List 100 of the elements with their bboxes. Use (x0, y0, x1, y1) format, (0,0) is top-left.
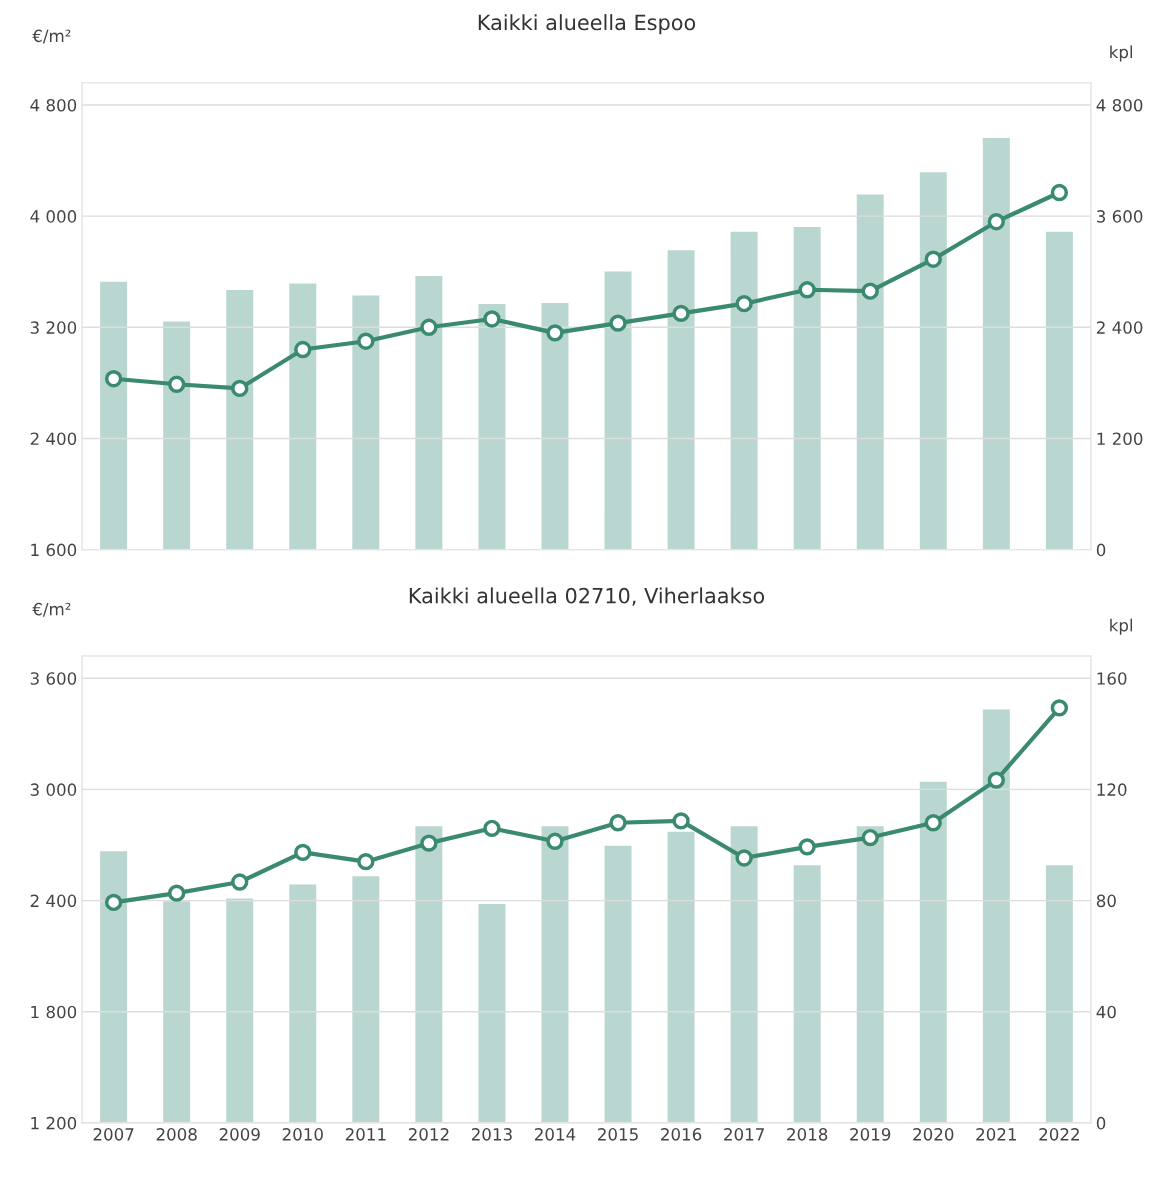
point (1050, 699, 1069, 717)
bar (1044, 230, 1075, 550)
x-tick-label: 2013 (471, 1128, 512, 1141)
y2-tick-label: 2 400 (1096, 321, 1143, 334)
point (987, 771, 1005, 789)
bar (477, 902, 507, 1123)
bar (98, 849, 129, 1123)
bar (603, 844, 633, 1123)
y-tick-label: 1 200 (31, 1116, 77, 1130)
point (924, 250, 942, 268)
bar (792, 863, 823, 1123)
bar (224, 288, 255, 550)
bar (981, 136, 1012, 550)
point (609, 314, 627, 332)
y-tick-label: 3 600 (30, 672, 77, 685)
x-tick-label: 2019 (850, 1128, 891, 1141)
point (104, 370, 123, 388)
x-tick-label: 2009 (219, 1128, 260, 1141)
bar (603, 270, 633, 550)
bar (855, 193, 886, 550)
y-tick-label: 2 400 (30, 894, 77, 908)
y-tick-label: 3 000 (30, 783, 77, 796)
x-tick-label: 2014 (534, 1128, 576, 1141)
y-tick-label: 4 000 (30, 210, 77, 223)
bar (729, 230, 760, 550)
point (924, 814, 942, 832)
x-tick-label: 2021 (976, 1128, 1016, 1141)
point (294, 843, 312, 862)
y-tick-label: 2 400 (30, 432, 77, 446)
y-tick-label: 1 800 (31, 1005, 77, 1019)
bar (413, 824, 444, 1123)
bar (413, 274, 444, 550)
x-tick-label: 2015 (598, 1128, 638, 1141)
point (420, 834, 438, 852)
point (483, 819, 501, 837)
bar (350, 294, 381, 550)
y-axis-title: €/m² (32, 602, 71, 617)
bar (287, 282, 318, 550)
x-tick-label: 2022 (1039, 1128, 1079, 1141)
point (861, 828, 879, 847)
point (483, 310, 501, 328)
point (168, 375, 186, 393)
bar (855, 824, 886, 1123)
y2-tick-label: 40 (1096, 1005, 1116, 1019)
bar (666, 248, 696, 550)
point (357, 852, 375, 871)
bar (350, 874, 381, 1123)
point (104, 893, 123, 912)
bar (918, 780, 949, 1123)
point (798, 281, 816, 299)
y2-axis-title: kpl (1110, 618, 1133, 635)
x-tick-label: 2012 (408, 1128, 449, 1141)
point (672, 812, 690, 830)
x-tick-label: 2007 (93, 1128, 134, 1141)
point (546, 324, 564, 342)
point (231, 379, 249, 398)
point (357, 332, 375, 350)
y2-tick-label: 1 200 (1097, 432, 1143, 446)
point (735, 294, 753, 313)
chart-title: Kaikki alueella 02710, Viherlaakso (409, 587, 765, 606)
x-tick-label: 2020 (913, 1128, 954, 1141)
point (987, 213, 1005, 231)
chart-title: Kaikki alueella Espoo (478, 14, 696, 35)
y2-tick-label: 0 (1096, 1116, 1106, 1130)
x-tick-label: 2008 (156, 1128, 197, 1141)
bar (729, 824, 760, 1123)
y2-tick-label: 160 (1097, 672, 1127, 685)
bar (287, 883, 318, 1123)
x-tick-label: 2011 (345, 1128, 386, 1141)
point (1050, 183, 1069, 202)
y2-tick-label: 120 (1097, 783, 1127, 796)
bar (477, 302, 507, 550)
point (672, 304, 690, 323)
y-axis-title: €/m² (32, 29, 71, 44)
point (546, 832, 564, 850)
bar (540, 824, 570, 1123)
bar (161, 320, 192, 550)
bar (981, 708, 1012, 1123)
y2-axis-title: kpl (1110, 45, 1133, 62)
point (798, 838, 816, 856)
bar (98, 280, 129, 550)
y2-tick-label: 80 (1096, 894, 1116, 908)
x-tick-label: 2018 (787, 1128, 828, 1141)
y-tick-label: 4 800 (30, 98, 77, 112)
y-tick-label: 1 600 (31, 543, 77, 557)
x-tick-label: 2016 (661, 1128, 702, 1141)
point (861, 282, 879, 300)
y2-tick-label: 3 600 (1097, 210, 1143, 223)
point (168, 884, 186, 902)
point (294, 340, 312, 359)
point (231, 873, 249, 891)
y2-tick-label: 4 800 (1096, 98, 1143, 112)
point (735, 849, 753, 867)
x-tick-label: 2010 (282, 1128, 323, 1141)
bar (918, 170, 949, 550)
bar (1044, 863, 1075, 1123)
x-tick-label: 2017 (724, 1128, 764, 1141)
bar (792, 225, 823, 550)
y-tick-label: 3 200 (30, 321, 77, 334)
y2-tick-label: 0 (1096, 543, 1106, 557)
